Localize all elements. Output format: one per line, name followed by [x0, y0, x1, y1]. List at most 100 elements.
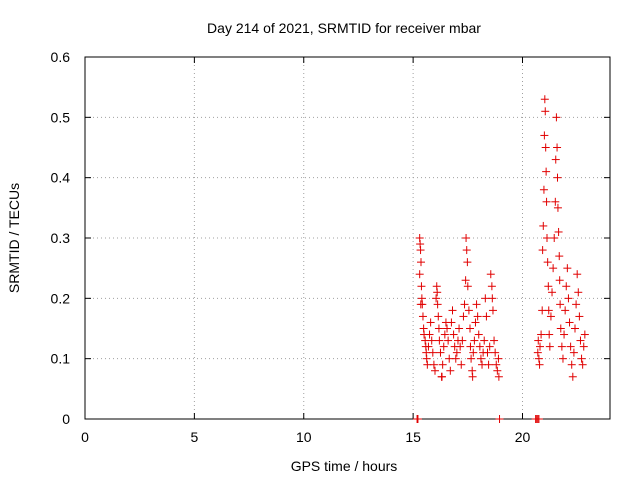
data-point — [569, 348, 578, 357]
data-point — [540, 95, 549, 104]
data-point — [541, 107, 550, 116]
data-point — [427, 336, 436, 345]
data-point — [537, 330, 546, 339]
data-point — [483, 348, 492, 357]
data-point — [460, 300, 469, 309]
data-point — [449, 330, 458, 339]
data-point — [415, 270, 424, 279]
data-point — [413, 415, 422, 423]
data-point — [578, 360, 587, 369]
data-point — [539, 185, 548, 194]
data-point — [439, 342, 448, 351]
data-point — [473, 312, 482, 321]
data-point — [471, 318, 480, 327]
data-point — [552, 113, 561, 122]
data-point — [579, 342, 588, 351]
data-point — [424, 342, 433, 351]
data-point — [444, 336, 453, 345]
data-point — [575, 312, 584, 321]
data-point — [553, 143, 562, 152]
data-point — [448, 306, 457, 315]
data-point — [577, 354, 586, 363]
data-point — [447, 318, 456, 327]
data-point — [576, 336, 585, 345]
data-point — [433, 300, 442, 309]
data-point — [551, 197, 560, 206]
data-point — [418, 312, 427, 321]
data-point — [534, 336, 543, 345]
data-point — [533, 348, 542, 357]
data-point — [446, 366, 455, 375]
data-point — [455, 324, 464, 333]
data-point — [564, 294, 573, 303]
data-point — [565, 318, 574, 327]
y-axis-label: SRMTID / TECUs — [6, 183, 22, 293]
x-tick-label: 0 — [81, 429, 89, 445]
data-point — [436, 348, 445, 357]
data-point — [540, 131, 549, 140]
tick-labels: 0 5 10 15 20 0 0.1 0.2 0.3 0.4 0.5 0.6 — [51, 49, 531, 445]
data-point — [538, 246, 547, 255]
data-point — [494, 354, 503, 363]
data-point — [541, 143, 550, 152]
data-point — [428, 348, 437, 357]
data-point — [451, 354, 460, 363]
data-point — [417, 258, 425, 267]
data-point — [534, 415, 543, 423]
data-point — [494, 372, 503, 381]
data-point — [435, 336, 444, 345]
data-point — [558, 354, 567, 363]
data-point — [560, 330, 569, 339]
data-point — [475, 342, 484, 351]
data-point — [438, 360, 447, 369]
data-point — [556, 300, 565, 309]
data-point — [548, 288, 557, 297]
data-point — [553, 203, 562, 212]
data-point — [551, 155, 560, 164]
data-point — [573, 270, 582, 279]
data-point — [462, 234, 471, 242]
data-point — [463, 282, 472, 291]
data-point — [466, 324, 474, 333]
data-point — [484, 360, 493, 369]
data-point — [554, 227, 563, 236]
data-point — [476, 354, 485, 363]
data-point — [452, 348, 461, 357]
data-points — [413, 95, 589, 423]
data-point — [416, 246, 425, 255]
data-point — [426, 318, 435, 327]
data-point — [572, 300, 581, 309]
data-point — [470, 336, 479, 345]
data-point — [464, 306, 473, 315]
y-tick-label: 0.4 — [51, 170, 71, 186]
x-axis-label: GPS time / hours — [291, 458, 398, 474]
x-tick-label: 10 — [296, 429, 312, 445]
data-point — [463, 258, 472, 267]
data-point — [544, 306, 553, 315]
data-point — [493, 366, 502, 375]
plot-frame — [84, 56, 611, 420]
data-point — [495, 415, 504, 423]
data-point — [545, 330, 554, 339]
data-point — [574, 288, 583, 297]
data-point — [543, 234, 551, 242]
data-point — [544, 282, 553, 291]
data-point — [462, 246, 471, 255]
data-point — [481, 294, 490, 303]
data-point — [486, 270, 495, 279]
data-point — [485, 342, 494, 351]
y-tick-label: 0.3 — [51, 230, 71, 246]
data-point — [480, 336, 489, 345]
data-point — [434, 324, 443, 333]
data-point — [539, 221, 548, 230]
data-point — [474, 330, 483, 339]
data-point — [425, 330, 434, 339]
data-point — [553, 173, 562, 182]
data-point — [534, 354, 543, 363]
data-point — [472, 300, 481, 309]
data-point — [461, 276, 470, 285]
data-point — [468, 372, 477, 381]
data-point — [546, 312, 555, 321]
data-point — [545, 342, 554, 351]
